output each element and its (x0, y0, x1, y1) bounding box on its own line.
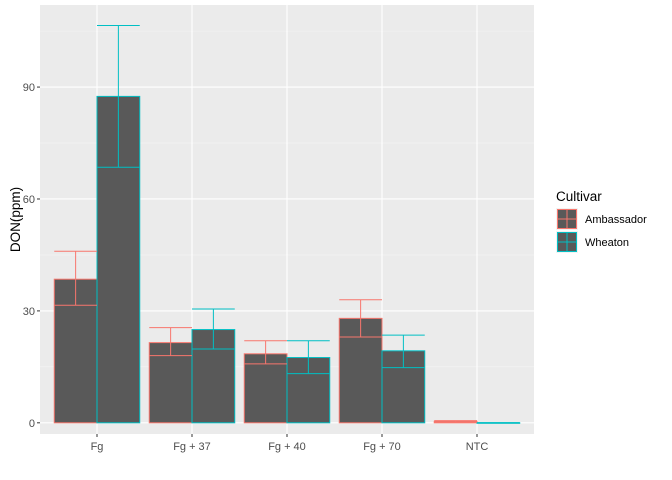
x-axis-ticks: Fg Fg + 37 Fg + 40 Fg + 70 NTC (91, 434, 489, 453)
y-axis-title: DON(ppm) (8, 187, 23, 252)
error-bar-wheaton-3 (287, 340, 330, 375)
error-bars (54, 25, 520, 424)
error-bar-wheaton-1 (97, 25, 140, 168)
error-bar-wheaton-4 (382, 334, 425, 369)
x-tick-label: Fg (91, 441, 104, 453)
y-axis-ticks: 0 30 60 90 (23, 82, 40, 430)
bar-ambassador-3 (243, 353, 288, 424)
legend-label-ambassador: Ambassador (585, 214, 647, 226)
y-tick-label: 90 (23, 82, 35, 94)
legend-label-wheaton: Wheaton (585, 237, 629, 249)
x-tick-label: Fg + 37 (173, 441, 211, 453)
x-tick-label: Fg + 40 (268, 441, 306, 453)
error-bar-ambassador-5 (434, 420, 477, 423)
x-tick-label: NTC (466, 441, 489, 453)
error-bar-wheaton-2 (192, 308, 235, 350)
y-tick-label: 30 (23, 306, 35, 318)
error-bar-ambassador-1 (54, 250, 97, 306)
y-tick-label: 0 (29, 418, 35, 430)
y-tick-label: 60 (23, 194, 35, 206)
legend: Cultivar Ambassador Wheaton (556, 189, 647, 253)
error-bar-ambassador-3 (244, 340, 287, 365)
x-tick-label: Fg + 70 (363, 441, 401, 453)
error-bar-ambassador-2 (149, 327, 192, 357)
bar-ambassador-1 (53, 278, 98, 424)
legend-key-wheaton (556, 231, 578, 253)
legend-key-ambassador (556, 208, 578, 230)
legend-title: Cultivar (556, 189, 602, 204)
error-bar-ambassador-4 (339, 299, 382, 338)
